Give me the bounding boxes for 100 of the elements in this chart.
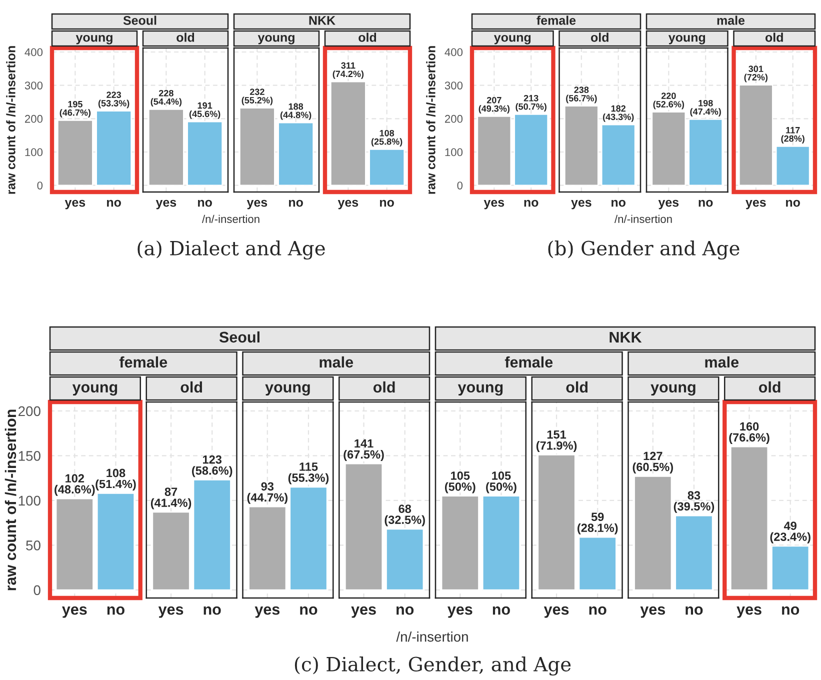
- data-label: 223 (53.3%): [98, 92, 130, 108]
- data-label: 232 (55.2%): [242, 88, 273, 106]
- chart-title: old: [590, 32, 608, 42]
- x-tick-label: no: [686, 606, 703, 615]
- data-label: 220 (52.6%): [653, 92, 684, 110]
- x-tick-label: yes: [62, 606, 87, 618]
- data-label: 228 (54.4%): [150, 90, 182, 107]
- y-tick-label: 50: [26, 540, 40, 550]
- data-label: 191 (45.6%): [189, 102, 220, 119]
- chart-title: young: [458, 384, 503, 396]
- x-tick-label: yes: [338, 200, 358, 210]
- data-label: 141 (67.5%): [344, 439, 384, 461]
- y-axis-title: raw count of /n/-insertion: [6, 46, 16, 194]
- y-tick-label: 200: [444, 114, 463, 123]
- x-axis-title: /n/-insertion: [202, 214, 260, 223]
- data-label: 151 (71.9%): [536, 430, 577, 452]
- text: female: [536, 16, 576, 25]
- x-tick-label: no: [524, 200, 538, 207]
- x-tick-label: yes: [640, 606, 666, 618]
- data-label: 127 (60.5%): [632, 452, 673, 474]
- x-tick-label: yes: [246, 200, 268, 210]
- data-label: 59 (28.1%): [578, 512, 618, 534]
- chart-title: young: [494, 34, 531, 44]
- data-label: 195 (46.7%): [60, 100, 91, 118]
- x-tick-label: yes: [544, 606, 569, 618]
- y-tick-label: 300: [24, 82, 43, 90]
- y-tick-label: 200: [24, 114, 43, 123]
- x-tick-label: no: [589, 606, 606, 615]
- data-label: 87 (41.4%): [150, 488, 192, 510]
- x-tick-label: no: [492, 606, 510, 615]
- x-tick-label: no: [289, 200, 303, 207]
- data-label: 68 (32.5%): [384, 504, 425, 526]
- data-label: 115 (55.3%): [288, 462, 329, 484]
- chart-title: young: [668, 34, 706, 44]
- data-label: 311 (74.2%): [332, 62, 364, 79]
- chart-title: old: [566, 381, 588, 393]
- chart-title: young: [72, 384, 118, 396]
- chart-title: young: [76, 34, 112, 44]
- data-label: 117 (28%): [781, 127, 804, 144]
- chart-title: old: [358, 32, 376, 42]
- x-tick-label: no: [612, 200, 626, 207]
- data-label: 108 (51.4%): [96, 468, 136, 491]
- chart-title: old: [180, 381, 202, 393]
- x-tick-label: yes: [571, 200, 592, 210]
- data-label: 213 (50.7%): [516, 94, 546, 112]
- text: NKK: [610, 332, 642, 342]
- data-label: 83 (39.5%): [674, 491, 714, 513]
- y-tick-label: 400: [24, 48, 43, 56]
- data-label: 49 (23.4%): [770, 522, 810, 544]
- x-axis-title: /n/-insertion: [396, 632, 468, 642]
- y-tick-label: 150: [18, 451, 40, 461]
- y-axis-title: raw count of /n/-insertion: [4, 410, 16, 590]
- y-tick-label: 300: [444, 82, 463, 90]
- data-label: 182 (43.3%): [602, 105, 634, 122]
- text: (a) Dialect and Age: [138, 240, 325, 260]
- text: male: [717, 16, 745, 25]
- data-label: 188 (44.8%): [280, 103, 312, 120]
- text: male: [705, 356, 739, 368]
- x-tick-label: yes: [158, 606, 184, 618]
- x-tick-label: no: [107, 200, 121, 207]
- text: Seoul: [123, 16, 156, 25]
- chart-title: young: [265, 384, 310, 396]
- data-label: 102 (48.6%): [54, 474, 95, 496]
- x-tick-label: no: [198, 200, 212, 207]
- text: (b) Gender and Age: [548, 240, 740, 260]
- chart-title: old: [765, 32, 783, 42]
- text: NKK: [309, 16, 336, 25]
- x-tick-label: no: [107, 606, 124, 615]
- x-tick-label: no: [698, 200, 713, 207]
- text: (c) Dialect, Gender, and Age: [294, 656, 571, 676]
- y-axis-title: raw count of /n/-insertion: [426, 46, 436, 194]
- data-label: 160 (76.6%): [729, 422, 770, 444]
- x-tick-label: yes: [484, 200, 504, 210]
- x-tick-label: yes: [448, 606, 472, 618]
- data-label: 301 (72%): [744, 66, 768, 82]
- x-tick-label: yes: [254, 606, 280, 618]
- text: female: [119, 356, 168, 368]
- x-tick-label: yes: [156, 200, 176, 210]
- x-tick-label: yes: [746, 200, 766, 210]
- chart-title: old: [176, 32, 194, 42]
- chart-title: young: [650, 384, 696, 396]
- x-tick-label: yes: [64, 200, 86, 210]
- y-tick-label: 100: [25, 148, 43, 156]
- y-tick-label: 400: [444, 48, 463, 56]
- data-label: 207 (49.3%): [478, 96, 510, 114]
- y-tick-label: 200: [18, 406, 40, 416]
- chart-title: old: [373, 381, 395, 393]
- y-tick-label: 0: [34, 585, 40, 596]
- data-label: 238 (56.7%): [566, 86, 597, 104]
- x-tick-label: yes: [658, 200, 679, 210]
- x-tick-label: no: [396, 606, 414, 615]
- data-label: 93 (44.7%): [247, 482, 288, 504]
- y-tick-label: 100: [18, 496, 40, 506]
- x-tick-label: no: [786, 200, 800, 207]
- y-tick-label: 0: [457, 182, 463, 190]
- text: female: [504, 356, 553, 368]
- x-tick-label: no: [380, 200, 394, 207]
- data-label: 198 (47.4%): [690, 100, 721, 117]
- x-tick-label: yes: [351, 606, 376, 618]
- x-tick-label: no: [204, 606, 221, 615]
